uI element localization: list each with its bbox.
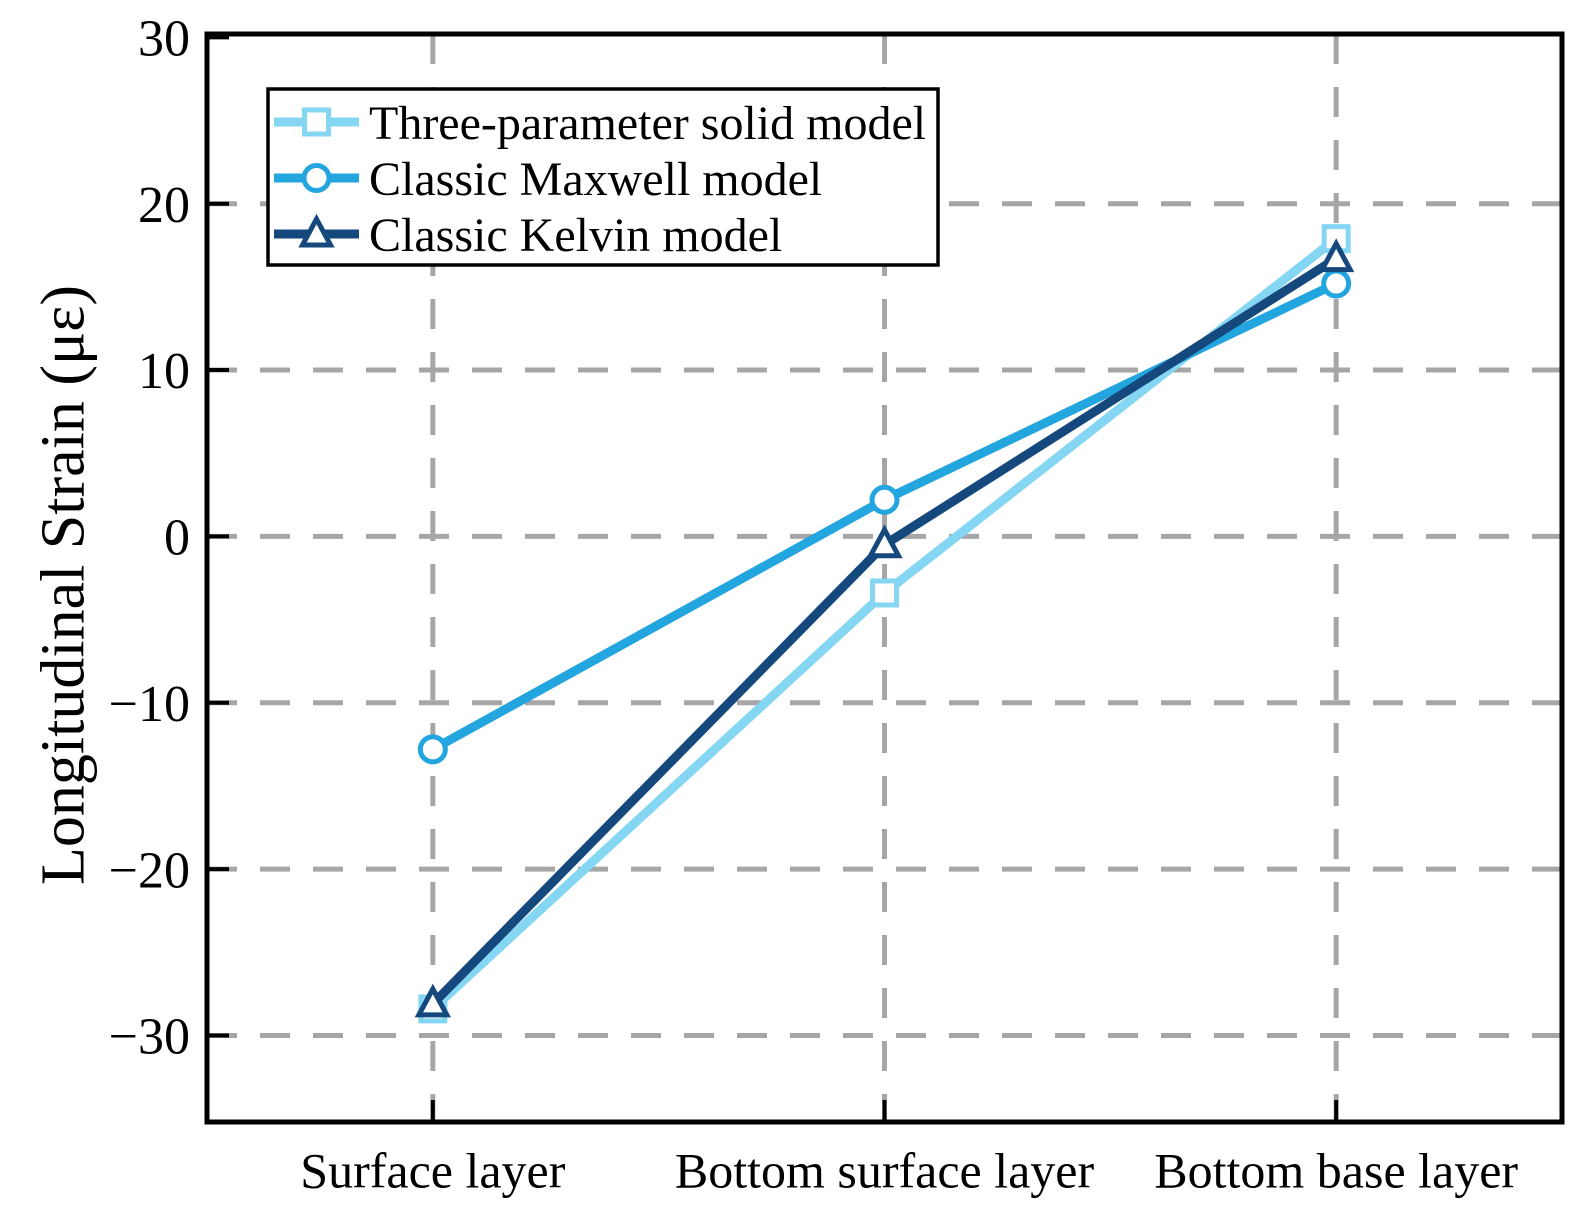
circle-marker bbox=[417, 734, 448, 765]
x-category-label: Bottom surface layer bbox=[675, 1143, 1095, 1199]
y-axis-title: Longitudinal Strain (με) bbox=[30, 285, 98, 885]
triangle-marker bbox=[1317, 238, 1355, 273]
square-marker bbox=[870, 578, 899, 608]
legend-label: Three-parameter solid model bbox=[369, 97, 926, 150]
circle-marker bbox=[301, 163, 332, 193]
square-marker bbox=[302, 107, 331, 137]
legend-box bbox=[266, 87, 940, 267]
y-tick-label: −20 bbox=[109, 842, 190, 899]
x-category-label: Bottom base layer bbox=[1154, 1143, 1518, 1199]
circle-marker bbox=[869, 484, 900, 515]
triangle-marker bbox=[298, 213, 335, 248]
triangle-marker bbox=[414, 983, 452, 1018]
circle-marker bbox=[1321, 268, 1352, 299]
legend-label: Classic Maxwell model bbox=[369, 153, 822, 206]
y-tick-label: 20 bbox=[138, 177, 190, 234]
y-tick-label: 0 bbox=[164, 510, 190, 567]
y-tick-label: 10 bbox=[138, 343, 190, 400]
legend-label: Classic Kelvin model bbox=[369, 209, 782, 262]
y-tick-label: −30 bbox=[109, 1009, 190, 1066]
triangle-marker bbox=[866, 524, 903, 559]
y-tick-label: −10 bbox=[109, 676, 190, 733]
y-tick-label: 30 bbox=[138, 11, 190, 68]
x-category-label: Surface layer bbox=[300, 1143, 565, 1199]
